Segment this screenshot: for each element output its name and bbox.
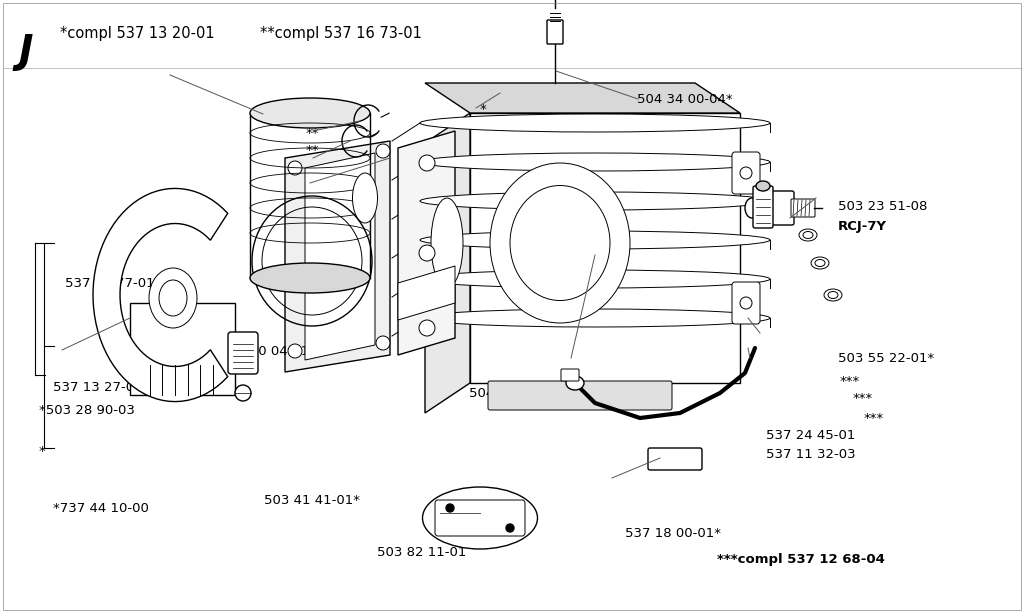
Circle shape bbox=[446, 504, 454, 512]
Ellipse shape bbox=[420, 231, 770, 249]
Circle shape bbox=[234, 385, 251, 401]
Ellipse shape bbox=[745, 198, 759, 218]
Ellipse shape bbox=[420, 153, 770, 171]
Polygon shape bbox=[130, 303, 234, 395]
Text: 503 23 51-08: 503 23 51-08 bbox=[838, 200, 927, 213]
Ellipse shape bbox=[250, 263, 370, 293]
Ellipse shape bbox=[420, 114, 770, 132]
Ellipse shape bbox=[250, 98, 370, 128]
Text: 503 55 22-01*: 503 55 22-01* bbox=[838, 352, 934, 365]
Text: **: ** bbox=[305, 127, 318, 140]
Text: *: * bbox=[39, 445, 46, 459]
Ellipse shape bbox=[159, 280, 187, 316]
Text: 537 11 32-03: 537 11 32-03 bbox=[766, 448, 856, 462]
FancyBboxPatch shape bbox=[758, 191, 794, 225]
Polygon shape bbox=[398, 266, 455, 320]
FancyBboxPatch shape bbox=[561, 369, 579, 381]
Text: ***: *** bbox=[840, 375, 860, 388]
FancyBboxPatch shape bbox=[228, 332, 258, 374]
Text: ***compl 537 12 68-04: ***compl 537 12 68-04 bbox=[717, 552, 885, 566]
Text: J: J bbox=[18, 33, 33, 71]
Ellipse shape bbox=[352, 173, 378, 223]
Polygon shape bbox=[470, 113, 740, 383]
Text: RCJ-7Y: RCJ-7Y bbox=[838, 220, 887, 234]
FancyBboxPatch shape bbox=[648, 448, 702, 470]
Polygon shape bbox=[305, 153, 375, 360]
Ellipse shape bbox=[420, 270, 770, 288]
Ellipse shape bbox=[420, 192, 770, 210]
Ellipse shape bbox=[423, 487, 538, 549]
Text: 537 18 00-01*: 537 18 00-01* bbox=[625, 527, 721, 540]
Ellipse shape bbox=[799, 229, 817, 241]
Ellipse shape bbox=[828, 292, 838, 299]
Circle shape bbox=[506, 524, 514, 532]
Text: *: * bbox=[479, 102, 486, 116]
Ellipse shape bbox=[756, 181, 770, 191]
FancyBboxPatch shape bbox=[753, 186, 773, 228]
Ellipse shape bbox=[490, 163, 630, 323]
Text: 503 82 11-01: 503 82 11-01 bbox=[377, 546, 466, 560]
Polygon shape bbox=[398, 131, 455, 355]
Ellipse shape bbox=[420, 309, 770, 327]
Ellipse shape bbox=[811, 257, 829, 269]
Text: 537 15 77-01: 537 15 77-01 bbox=[65, 276, 155, 290]
Ellipse shape bbox=[566, 376, 584, 390]
Text: **compl 537 16 73-01: **compl 537 16 73-01 bbox=[260, 26, 422, 41]
Text: 537 13 27-01*: 537 13 27-01* bbox=[53, 381, 150, 394]
FancyBboxPatch shape bbox=[547, 20, 563, 44]
Circle shape bbox=[419, 320, 435, 336]
Polygon shape bbox=[285, 141, 390, 372]
Text: 537 10 04-01: 537 10 04-01 bbox=[220, 345, 309, 358]
Text: 537 24 45-01: 537 24 45-01 bbox=[766, 428, 855, 442]
Text: ***: *** bbox=[853, 392, 873, 405]
FancyBboxPatch shape bbox=[488, 381, 672, 410]
Ellipse shape bbox=[150, 268, 197, 328]
Ellipse shape bbox=[510, 186, 610, 300]
FancyBboxPatch shape bbox=[791, 199, 815, 217]
FancyBboxPatch shape bbox=[732, 282, 760, 324]
Polygon shape bbox=[93, 188, 227, 402]
Text: ***: *** bbox=[863, 411, 884, 425]
Ellipse shape bbox=[431, 198, 463, 288]
Circle shape bbox=[740, 167, 752, 179]
Text: *503 28 90-03: *503 28 90-03 bbox=[39, 404, 135, 417]
Text: 503 41 41-01*: 503 41 41-01* bbox=[264, 494, 360, 508]
Text: 504 34 00-04*: 504 34 00-04* bbox=[637, 93, 732, 106]
Polygon shape bbox=[425, 83, 740, 113]
Circle shape bbox=[376, 144, 390, 158]
Ellipse shape bbox=[824, 289, 842, 301]
Circle shape bbox=[419, 155, 435, 171]
Circle shape bbox=[288, 344, 302, 358]
Text: *compl 537 13 20-01: *compl 537 13 20-01 bbox=[60, 26, 215, 41]
FancyBboxPatch shape bbox=[732, 152, 760, 194]
Circle shape bbox=[288, 161, 302, 175]
Circle shape bbox=[740, 297, 752, 309]
Text: 504 34 00-04*: 504 34 00-04* bbox=[469, 387, 564, 400]
Ellipse shape bbox=[803, 232, 813, 238]
Circle shape bbox=[376, 336, 390, 350]
FancyBboxPatch shape bbox=[435, 500, 525, 536]
Polygon shape bbox=[425, 113, 470, 413]
Text: **: ** bbox=[305, 143, 318, 157]
Text: *737 44 10-00: *737 44 10-00 bbox=[53, 502, 150, 516]
Circle shape bbox=[419, 245, 435, 261]
Ellipse shape bbox=[815, 259, 825, 267]
